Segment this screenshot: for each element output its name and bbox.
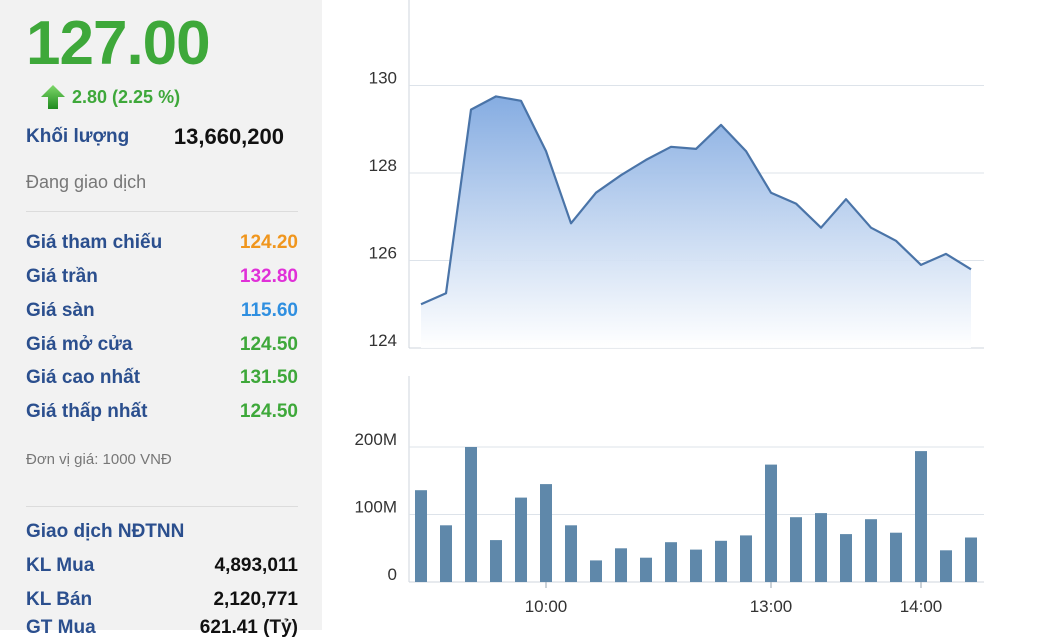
volume-bar <box>740 535 752 582</box>
volume-bar <box>890 532 902 582</box>
foreign-buy-value-label: GT Mua <box>26 617 96 638</box>
open-price-value: 124.50 <box>239 334 298 355</box>
volume-bar <box>690 549 702 582</box>
up-arrow-icon <box>41 85 65 109</box>
price-area <box>421 96 971 349</box>
volume-label: Khối lượng <box>26 126 130 147</box>
intraday-chart: 124 126 128 130 0 100M 200M 10:00 13:00 14:00 <box>354 0 984 616</box>
volume-bar <box>465 447 477 582</box>
low-price-row: Giá thấp nhất 124.50 <box>26 401 298 423</box>
volume-bar <box>940 550 952 582</box>
volume-bar <box>590 560 602 582</box>
ceiling-price-value: 132.80 <box>239 266 298 287</box>
high-price-label: Giá cao nhất <box>26 367 141 388</box>
floor-price-row: Giá sàn 115.60 <box>26 300 298 322</box>
ref-price-row: Giá tham chiếu 124.20 <box>26 232 298 254</box>
volume-bar <box>490 540 502 582</box>
ref-price-label: Giá tham chiếu <box>26 232 163 253</box>
volume-bar <box>415 490 427 582</box>
price-tick-label: 128 <box>369 156 397 175</box>
foreign-buy-volume-label: KL Mua <box>26 555 95 576</box>
volume-tick-label: 200M <box>354 430 397 449</box>
price-tick-label: 126 <box>369 244 397 263</box>
price-change-text: 2.80 (2.25 %) <box>72 86 181 107</box>
foreign-buy-value-value: 621.41 (Tỷ) <box>199 617 298 638</box>
foreign-buy-value-row: GT Mua 621.41 (Tỷ) <box>26 617 298 639</box>
foreign-trading-title: Giao dịch NĐTNN <box>26 521 185 542</box>
volume-bar <box>915 451 927 582</box>
ref-price-value: 124.20 <box>239 232 298 253</box>
price-change: 2.80 (2.25 %) <box>40 84 180 110</box>
quote-sidebar: 127.00 2.80 (2.25 %) Khối lượng 13,660,2… <box>0 0 322 638</box>
time-tick-label: 14:00 <box>900 597 943 616</box>
low-price-value: 124.50 <box>239 401 298 422</box>
divider <box>26 211 298 212</box>
volume-bar <box>565 525 577 582</box>
trading-status: Đang giao dịch <box>26 172 147 192</box>
volume-bar <box>440 525 452 582</box>
ceiling-price-row: Giá trần 132.80 <box>26 266 298 288</box>
volume-value: 13,660,200 <box>173 124 284 149</box>
volume-tick-label: 100M <box>354 498 397 517</box>
volume-bar <box>540 484 552 582</box>
foreign-buy-volume-row: KL Mua 4,893,011 <box>26 555 298 577</box>
price-tick-label: 130 <box>369 69 397 88</box>
floor-price-label: Giá sàn <box>26 300 95 321</box>
volume-bar <box>615 548 627 583</box>
foreign-sell-volume-row: KL Bán 2,120,771 <box>26 589 298 611</box>
foreign-sell-volume-value: 2,120,771 <box>213 589 298 610</box>
ceiling-price-label: Giá trần <box>26 266 98 287</box>
time-tick-label: 10:00 <box>525 597 568 616</box>
volume-bar <box>515 497 527 582</box>
open-price-label: Giá mở cửa <box>26 334 133 355</box>
volume-tick-label: 0 <box>388 565 397 584</box>
high-price-value: 131.50 <box>239 367 298 388</box>
high-price-row: Giá cao nhất 131.50 <box>26 367 298 389</box>
volume-bar <box>640 557 652 582</box>
volume-bar <box>840 534 852 582</box>
last-price: 127.00 <box>26 9 211 78</box>
price-tick-label: 124 <box>369 331 397 350</box>
volume-bar <box>815 513 827 582</box>
price-unit-note: Đơn vị giá: 1000 VNĐ <box>26 451 172 468</box>
foreign-buy-volume-value: 4,893,011 <box>214 555 298 576</box>
volume-bar <box>965 537 977 582</box>
volume-bar <box>865 519 877 582</box>
low-price-label: Giá thấp nhất <box>26 401 148 422</box>
volume-bar <box>665 542 677 582</box>
floor-price-value: 115.60 <box>240 300 298 321</box>
volume-row: Khối lượng 13,660,200 <box>26 124 298 150</box>
volume-bar <box>765 464 777 582</box>
foreign-sell-volume-label: KL Bán <box>26 589 93 610</box>
time-tick-label: 13:00 <box>750 597 793 616</box>
open-price-row: Giá mở cửa 124.50 <box>26 334 298 356</box>
price-line <box>420 95 972 306</box>
volume-bar <box>715 540 727 582</box>
divider <box>26 506 298 507</box>
volume-bar <box>790 517 802 582</box>
